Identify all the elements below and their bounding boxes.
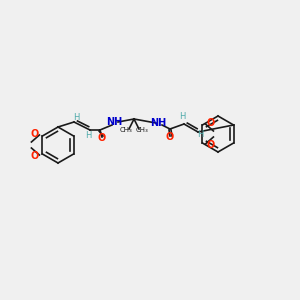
Text: H: H bbox=[73, 112, 79, 122]
Text: NH: NH bbox=[150, 118, 166, 128]
Text: O: O bbox=[206, 118, 214, 128]
Text: H: H bbox=[179, 112, 185, 121]
Text: O: O bbox=[30, 129, 38, 139]
Text: O: O bbox=[206, 140, 214, 150]
Text: CH₃: CH₃ bbox=[120, 127, 132, 133]
Text: O: O bbox=[30, 151, 38, 161]
Text: H: H bbox=[85, 130, 91, 140]
Text: H: H bbox=[197, 130, 203, 139]
Text: O: O bbox=[98, 133, 106, 143]
Text: CH₃: CH₃ bbox=[136, 127, 148, 133]
Text: NH: NH bbox=[106, 117, 122, 127]
Text: O: O bbox=[166, 132, 174, 142]
